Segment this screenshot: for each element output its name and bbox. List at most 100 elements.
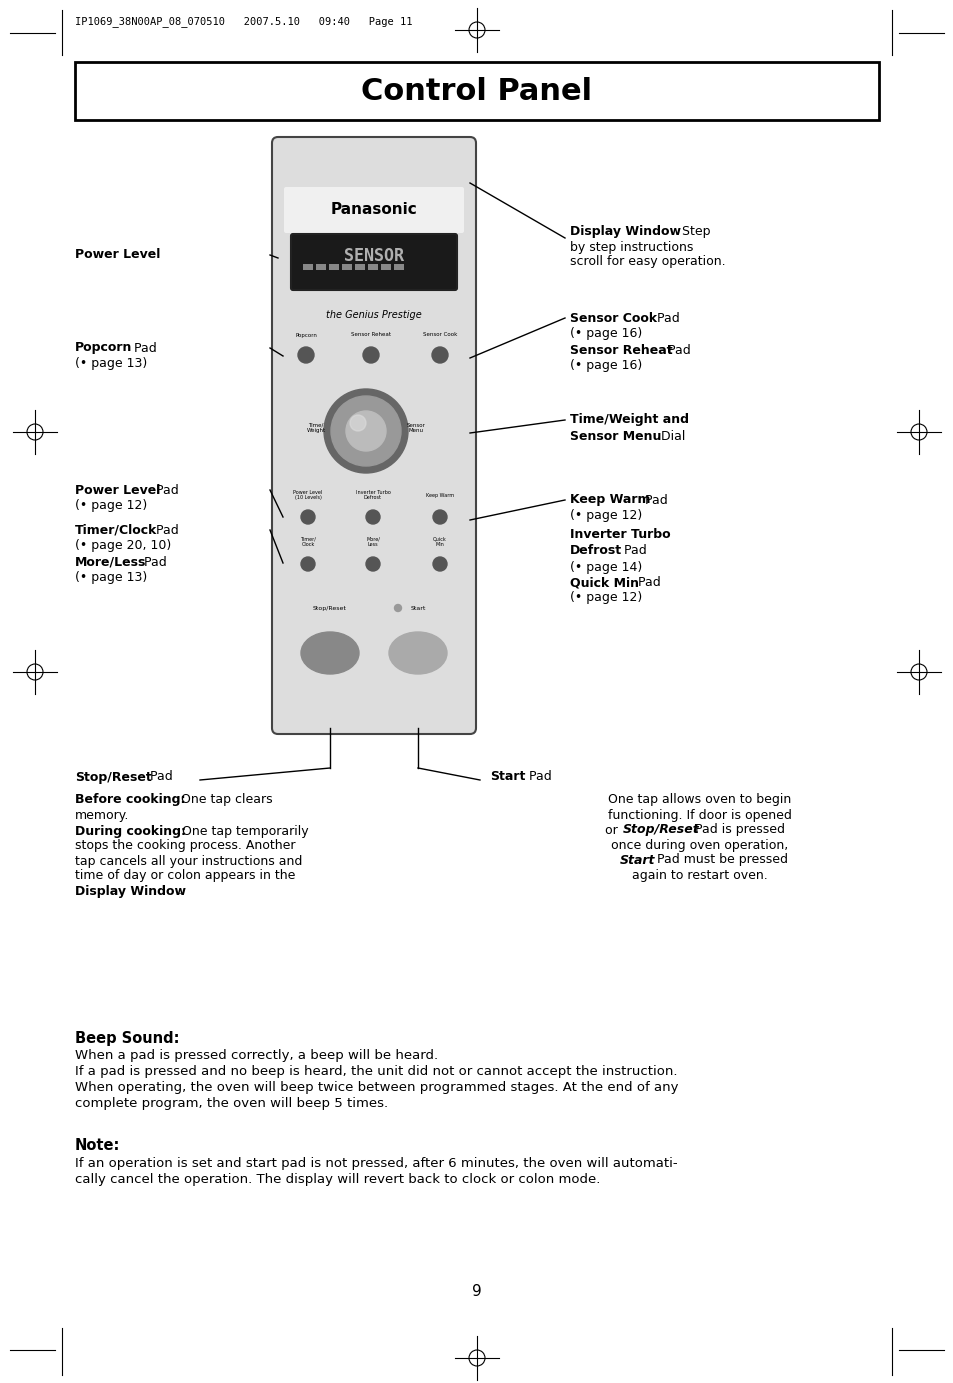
Text: SENSOR: SENSOR <box>344 248 403 266</box>
Text: Note:: Note: <box>75 1137 120 1152</box>
FancyBboxPatch shape <box>291 234 456 290</box>
Text: Quick
Min: Quick Min <box>433 537 446 548</box>
Text: Pad: Pad <box>152 524 178 537</box>
Text: Step: Step <box>678 225 710 238</box>
Circle shape <box>346 411 386 451</box>
Text: Popcorn: Popcorn <box>75 342 132 354</box>
Text: Stop/Reset: Stop/Reset <box>622 823 699 837</box>
Circle shape <box>366 557 379 571</box>
Text: (• page 12): (• page 12) <box>75 498 147 512</box>
Text: One tap allows oven to begin: One tap allows oven to begin <box>608 794 791 806</box>
FancyBboxPatch shape <box>368 264 377 270</box>
Text: Timer/Clock: Timer/Clock <box>75 524 157 537</box>
Circle shape <box>432 347 448 362</box>
Text: If an operation is set and start pad is not pressed, after 6 minutes, the oven w: If an operation is set and start pad is … <box>75 1156 677 1170</box>
Text: Power Level: Power Level <box>75 484 160 496</box>
Text: Pad: Pad <box>130 342 156 354</box>
Text: Start: Start <box>410 606 425 611</box>
Text: Quick Min: Quick Min <box>569 577 639 589</box>
Text: complete program, the oven will beep 5 times.: complete program, the oven will beep 5 t… <box>75 1098 388 1111</box>
Text: Control Panel: Control Panel <box>361 76 592 105</box>
Text: Pad: Pad <box>140 556 167 568</box>
Text: Start: Start <box>619 853 655 867</box>
Text: memory.: memory. <box>75 809 130 822</box>
Text: IP1069_38N00AP_08_070510   2007.5.10   09:40   Page 11: IP1069_38N00AP_08_070510 2007.5.10 09:40… <box>75 17 412 28</box>
Text: Power Level: Power Level <box>75 249 160 261</box>
Text: time of day or colon appears in the: time of day or colon appears in the <box>75 870 295 882</box>
Text: Pad: Pad <box>524 770 551 784</box>
Text: Stop/Reset: Stop/Reset <box>313 606 347 611</box>
Ellipse shape <box>301 632 358 674</box>
Text: Keep Warm: Keep Warm <box>425 492 454 498</box>
Text: (• page 14): (• page 14) <box>569 560 641 574</box>
Text: once during oven operation,: once during oven operation, <box>611 838 788 852</box>
Text: More/Less: More/Less <box>75 556 146 568</box>
Text: Display Window: Display Window <box>569 225 680 238</box>
Text: tap cancels all your instructions and: tap cancels all your instructions and <box>75 855 302 867</box>
FancyBboxPatch shape <box>355 264 365 270</box>
Text: Pad: Pad <box>663 343 690 357</box>
FancyBboxPatch shape <box>394 264 403 270</box>
Text: or: or <box>604 823 621 837</box>
Ellipse shape <box>389 632 447 674</box>
Text: scroll for easy operation.: scroll for easy operation. <box>569 256 725 268</box>
Text: More/
Less: More/ Less <box>366 537 379 548</box>
Text: 9: 9 <box>472 1285 481 1300</box>
Text: Sensor Reheat: Sensor Reheat <box>351 332 391 337</box>
Text: (• page 16): (• page 16) <box>569 358 641 372</box>
Text: Time/
Weight: Time/ Weight <box>306 423 325 433</box>
Text: Keep Warm: Keep Warm <box>569 494 650 506</box>
Circle shape <box>363 347 378 362</box>
Text: One tap temporarily: One tap temporarily <box>178 824 309 838</box>
Text: stops the cooking process. Another: stops the cooking process. Another <box>75 839 295 852</box>
Text: (• page 12): (• page 12) <box>569 509 641 521</box>
Text: Defrost: Defrost <box>569 545 621 557</box>
Text: Pad must be pressed: Pad must be pressed <box>652 853 787 867</box>
Text: During cooking:: During cooking: <box>75 824 186 838</box>
Circle shape <box>324 389 408 473</box>
Text: cally cancel the operation. The display will revert back to clock or colon mode.: cally cancel the operation. The display … <box>75 1173 599 1185</box>
Text: Popcorn: Popcorn <box>294 332 316 337</box>
FancyBboxPatch shape <box>315 264 326 270</box>
Circle shape <box>297 347 314 362</box>
Text: Inverter Turbo: Inverter Turbo <box>569 528 670 542</box>
Text: Pad: Pad <box>152 484 178 496</box>
Text: Pad: Pad <box>634 577 660 589</box>
FancyBboxPatch shape <box>380 264 391 270</box>
Text: Dial: Dial <box>657 430 684 443</box>
FancyBboxPatch shape <box>284 187 463 232</box>
Text: (• page 13): (• page 13) <box>75 571 147 584</box>
Text: .: . <box>178 885 182 898</box>
Text: Pad is pressed: Pad is pressed <box>690 823 784 837</box>
FancyBboxPatch shape <box>329 264 338 270</box>
Text: Sensor Cook: Sensor Cook <box>422 332 456 337</box>
Text: (• page 13): (• page 13) <box>75 357 147 369</box>
FancyBboxPatch shape <box>75 62 878 120</box>
Text: functioning. If door is opened: functioning. If door is opened <box>607 809 791 822</box>
Text: If a pad is pressed and no beep is heard, the unit did not or cannot accept the : If a pad is pressed and no beep is heard… <box>75 1065 677 1079</box>
Text: When operating, the oven will beep twice between programmed stages. At the end o: When operating, the oven will beep twice… <box>75 1082 678 1094</box>
Text: (• page 20, 10): (• page 20, 10) <box>75 538 172 552</box>
Circle shape <box>301 557 314 571</box>
Circle shape <box>350 415 366 431</box>
Text: Time/Weight and: Time/Weight and <box>569 414 688 426</box>
Text: Panasonic: Panasonic <box>331 202 416 217</box>
Text: Pad: Pad <box>640 494 667 506</box>
Circle shape <box>395 604 401 611</box>
Text: Pad: Pad <box>146 770 172 784</box>
Text: (• page 16): (• page 16) <box>569 326 641 339</box>
Circle shape <box>433 557 447 571</box>
Text: Sensor Cook: Sensor Cook <box>569 311 657 325</box>
Text: again to restart oven.: again to restart oven. <box>632 869 767 881</box>
Circle shape <box>366 510 379 524</box>
Text: Sensor Menu: Sensor Menu <box>569 430 660 443</box>
Text: Timer/
Clock: Timer/ Clock <box>300 537 315 548</box>
Text: Pad: Pad <box>619 545 646 557</box>
Text: Sensor
Menu: Sensor Menu <box>406 423 425 433</box>
FancyBboxPatch shape <box>341 264 352 270</box>
Text: the Genius Prestige: the Genius Prestige <box>326 310 421 319</box>
Text: Beep Sound:: Beep Sound: <box>75 1030 179 1046</box>
FancyBboxPatch shape <box>272 137 476 734</box>
Circle shape <box>301 510 314 524</box>
Text: Display Window: Display Window <box>75 885 186 898</box>
